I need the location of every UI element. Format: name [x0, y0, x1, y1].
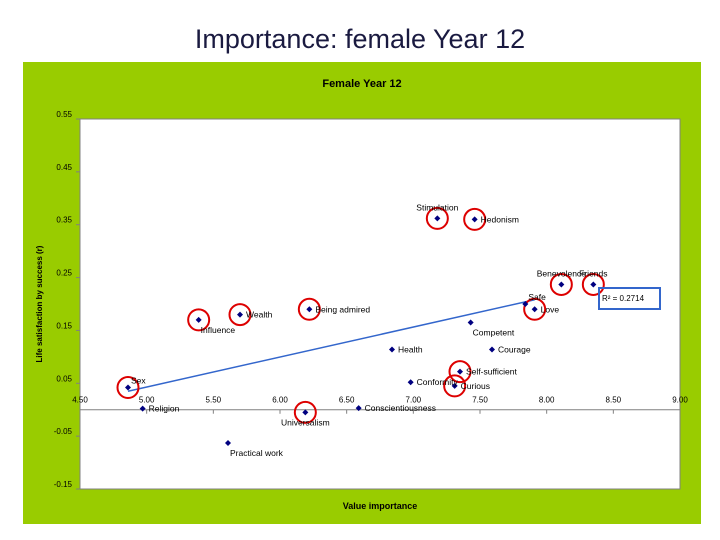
highlight-circle	[187, 308, 211, 332]
point-label: Safe	[528, 292, 546, 302]
data-point	[237, 311, 243, 318]
highlight-circle	[448, 360, 472, 384]
y-tick-label: 0.25	[56, 269, 72, 278]
x-tick-label: 5.00	[139, 396, 155, 405]
x-tick-label: 4.50	[72, 396, 88, 405]
data-point	[139, 405, 146, 412]
highlight-circle	[297, 297, 321, 321]
y-tick-label: 0.45	[56, 163, 72, 172]
point-label: Curious	[461, 381, 490, 391]
highlight-circles-layer	[116, 206, 605, 424]
data-point	[306, 306, 313, 313]
highlight-circle	[463, 207, 487, 231]
y-axis-label: Life satisfaction by success (r)	[35, 245, 44, 362]
point-label: Influence	[201, 325, 236, 335]
data-point	[471, 216, 478, 223]
scatter-chart: Female Year 12 Value importance Life sat…	[23, 62, 701, 524]
data-point	[531, 306, 538, 313]
point-label: Stimulation	[416, 202, 458, 212]
data-point	[389, 346, 395, 353]
point-labels-layer: Sex Religion Influence Wealth Practical work…	[131, 202, 608, 458]
highlight-circle	[116, 376, 140, 400]
data-point	[522, 301, 529, 307]
x-tick-label: 8.50	[606, 396, 622, 405]
axes-layer: 0.55 0.45 0.35 0.25 0.15 0.05 -0.05 -0.15 4.50 5.…	[54, 110, 688, 490]
r-squared-box: R² = 0.2714	[598, 287, 661, 310]
point-label: Love	[541, 304, 560, 314]
data-point	[457, 368, 463, 375]
highlight-circle	[581, 272, 605, 296]
trendline-layer	[127, 299, 535, 392]
plot-area	[79, 118, 681, 490]
y-tick-label: 0.05	[56, 374, 72, 383]
point-label: Conscientiousness	[365, 403, 436, 413]
x-tick-label: 5.50	[206, 396, 222, 405]
data-point	[467, 319, 474, 326]
data-point	[302, 409, 309, 416]
y-tick-label: 0.55	[56, 110, 72, 119]
x-axis-label: Value importance	[343, 501, 418, 511]
x-tick-label: 9.00	[672, 396, 688, 405]
y-tick-label: 0.15	[56, 321, 72, 330]
point-label: Self-sufficient	[466, 367, 518, 377]
data-point	[489, 346, 495, 353]
highlight-circle	[523, 297, 547, 321]
data-point	[355, 405, 362, 412]
point-label: Universalism	[281, 417, 330, 427]
x-tick-label: 7.50	[472, 396, 488, 405]
point-label: Sex	[131, 376, 146, 386]
point-label: Being admired	[315, 304, 370, 314]
data-point	[590, 281, 597, 288]
trendline	[127, 299, 535, 392]
point-label: Religion	[149, 404, 180, 414]
point-label: Benevolence	[537, 268, 586, 278]
data-point	[407, 379, 414, 386]
highlight-circle	[425, 206, 449, 230]
highlight-circle	[443, 374, 467, 398]
point-label: Hedonism	[481, 214, 519, 224]
data-point	[451, 382, 458, 389]
x-tick-label: 8.00	[539, 396, 555, 405]
point-label: Conformity	[417, 377, 459, 387]
data-point	[225, 440, 231, 447]
highlight-circle	[228, 303, 252, 327]
x-tick-label: 7.00	[406, 396, 422, 405]
slide-title: Importance: female Year 12	[194, 24, 526, 54]
y-tick-label: -0.05	[54, 427, 73, 436]
x-tick-label: 6.50	[339, 396, 355, 405]
point-label: Practical work	[230, 448, 284, 458]
point-label: Friends	[579, 268, 607, 278]
point-label: Health	[398, 344, 423, 354]
r-squared-frame	[598, 287, 661, 310]
point-label: Courage	[498, 344, 531, 354]
chart-title: Female Year 12	[322, 78, 401, 90]
highlight-circle	[293, 400, 317, 424]
data-point	[125, 384, 131, 391]
points-layer	[125, 215, 597, 447]
point-label: Wealth	[246, 310, 273, 320]
y-tick-label: -0.15	[54, 480, 73, 489]
data-point	[195, 316, 202, 323]
r-squared-label: R² = 0.2714	[602, 294, 645, 303]
data-point	[434, 215, 441, 222]
highlight-circle	[549, 272, 573, 296]
chart-container: Female Year 12 Value importance Life sat…	[23, 62, 701, 524]
x-tick-label: 6.00	[272, 396, 288, 405]
y-tick-label: 0.35	[56, 216, 72, 225]
point-label: Competent	[473, 328, 515, 338]
data-point	[558, 281, 565, 288]
